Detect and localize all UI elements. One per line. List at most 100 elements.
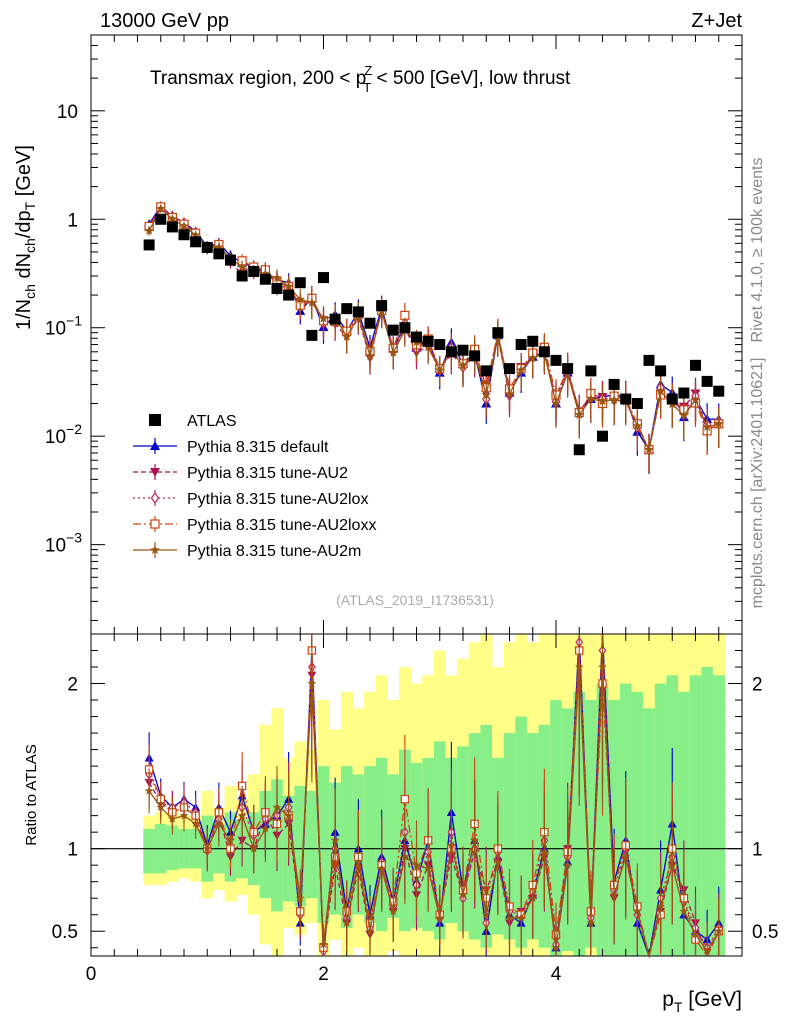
y-tick-label: 10−3 xyxy=(45,530,82,557)
data-point xyxy=(294,277,306,289)
ratio-series-line xyxy=(148,666,720,957)
star-marker xyxy=(272,273,282,282)
star-marker xyxy=(214,819,224,828)
data-point xyxy=(469,350,481,362)
legend-item: Pythia 8.315 tune-AU2lox xyxy=(133,490,368,508)
ratio-series-line xyxy=(148,642,720,957)
legend-label: Pythia 8.315 tune-AU2loxx xyxy=(187,517,376,534)
data-point xyxy=(341,303,353,315)
star-marker xyxy=(296,893,305,902)
star-marker xyxy=(714,418,724,428)
star-marker xyxy=(400,852,410,861)
data-point xyxy=(713,385,725,397)
x-tick-label: 0 xyxy=(86,964,97,985)
star-marker xyxy=(691,930,700,939)
star-marker xyxy=(435,913,444,922)
star-marker xyxy=(377,864,386,873)
legend-item: Pythia 8.315 tune-AU2m xyxy=(133,542,361,560)
star-marker xyxy=(156,802,165,811)
data-point xyxy=(573,444,585,456)
square-marker xyxy=(400,794,410,804)
star-marker xyxy=(551,398,561,408)
star-marker xyxy=(342,331,352,341)
star-marker xyxy=(493,857,503,866)
green-band-bin xyxy=(166,825,179,871)
star-marker xyxy=(307,679,317,688)
star-marker xyxy=(632,421,643,431)
star-marker xyxy=(586,394,596,404)
data-point xyxy=(283,289,295,301)
y-tick-label: 1 xyxy=(67,210,78,231)
data-point xyxy=(248,265,260,277)
data-point xyxy=(655,365,667,377)
green-band-bin xyxy=(712,675,726,956)
data-point xyxy=(259,273,271,285)
star-marker xyxy=(261,824,270,833)
star-marker xyxy=(283,281,294,291)
star-marker xyxy=(330,835,340,845)
data-point xyxy=(504,363,515,375)
diamond-marker xyxy=(150,491,160,505)
data-point xyxy=(631,398,643,410)
star-marker xyxy=(203,844,212,853)
star-marker xyxy=(458,890,468,899)
header-right-label: Z+Jet xyxy=(691,10,742,32)
analysis-label: (ATLAS_2019_I1736531) xyxy=(336,592,494,608)
data-point xyxy=(271,282,283,294)
green-band-bin xyxy=(643,708,656,956)
star-marker xyxy=(168,814,177,823)
star-marker xyxy=(714,926,723,935)
legend-item: Pythia 8.315 tune-AU2 xyxy=(133,464,348,482)
legend-item: ATLAS xyxy=(149,413,237,430)
star-marker xyxy=(633,906,642,916)
data-point xyxy=(538,346,550,358)
star-marker xyxy=(540,847,549,856)
data-point xyxy=(701,375,713,387)
data-point xyxy=(155,213,167,225)
rivet-label: Rivet 4.1.0, ≥ 100k events xyxy=(749,158,766,343)
star-marker xyxy=(376,306,387,316)
data-point xyxy=(166,221,178,233)
star-marker xyxy=(144,225,154,235)
green-band-bin xyxy=(585,700,598,948)
x-tick-label: 4 xyxy=(551,964,562,985)
data-point xyxy=(690,359,701,371)
star-marker xyxy=(144,786,154,795)
star-marker xyxy=(179,221,189,231)
star-marker xyxy=(679,906,689,916)
legend-data-marker xyxy=(149,414,161,426)
green-band-bin xyxy=(143,828,156,874)
data-point xyxy=(515,339,527,351)
x-tick-label: 2 xyxy=(318,964,329,985)
data-point xyxy=(678,387,690,399)
plot-title: Transmax region, 200 < pZ T < 500 [GeV], … xyxy=(150,63,571,95)
green-band-bin xyxy=(608,700,621,956)
star-marker xyxy=(435,365,445,375)
star-marker xyxy=(319,939,328,949)
square-marker xyxy=(150,519,160,529)
green-band-bin xyxy=(503,733,516,940)
data-point xyxy=(597,430,608,442)
star-marker xyxy=(423,342,433,352)
data-point xyxy=(562,363,574,375)
star-marker xyxy=(342,918,351,927)
ratio-series-line xyxy=(148,650,720,958)
star-marker xyxy=(191,819,200,828)
star-marker xyxy=(150,545,160,554)
star-marker xyxy=(575,662,584,671)
legend-label: Pythia 8.315 tune-AU2 xyxy=(187,465,348,482)
ratio-plot-series xyxy=(144,633,724,959)
star-marker xyxy=(551,943,561,952)
data-point xyxy=(411,331,422,343)
star-marker xyxy=(156,203,166,213)
star-marker xyxy=(690,394,701,404)
star-marker xyxy=(237,262,247,272)
star-marker xyxy=(656,902,665,911)
data-point xyxy=(550,354,562,366)
data-point xyxy=(387,324,399,336)
triangle-down-marker xyxy=(150,468,160,477)
legend-label: Pythia 8.315 default xyxy=(187,439,329,456)
legend-item: Pythia 8.315 tune-AU2loxx xyxy=(133,516,376,534)
data-point xyxy=(527,335,539,347)
star-marker xyxy=(609,890,619,899)
